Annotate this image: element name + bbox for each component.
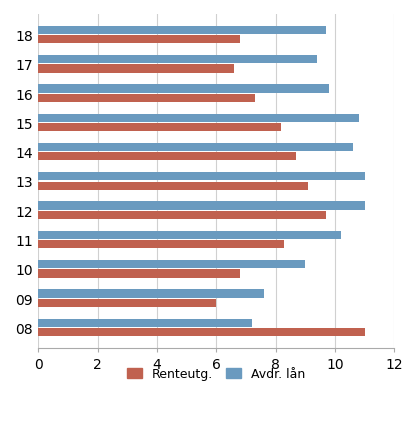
Bar	[38, 182, 308, 190]
Bar	[38, 114, 359, 123]
Bar	[38, 56, 317, 64]
Bar	[38, 319, 252, 327]
Bar	[38, 124, 281, 132]
Bar	[38, 299, 216, 307]
Bar	[38, 153, 296, 161]
Bar	[38, 173, 364, 181]
Bar	[38, 202, 364, 210]
Bar	[38, 328, 364, 336]
Bar	[38, 270, 240, 278]
Bar	[38, 290, 264, 298]
Bar	[38, 240, 285, 249]
Bar	[38, 27, 326, 35]
Legend: Renteutg., Avdr. lån: Renteutg., Avdr. lån	[122, 362, 310, 385]
Bar	[38, 36, 240, 44]
Bar	[38, 65, 234, 74]
Bar	[38, 261, 305, 269]
Bar	[38, 212, 326, 220]
Bar	[38, 231, 341, 240]
Bar	[38, 85, 329, 93]
Bar	[38, 144, 353, 152]
Bar	[38, 95, 255, 103]
